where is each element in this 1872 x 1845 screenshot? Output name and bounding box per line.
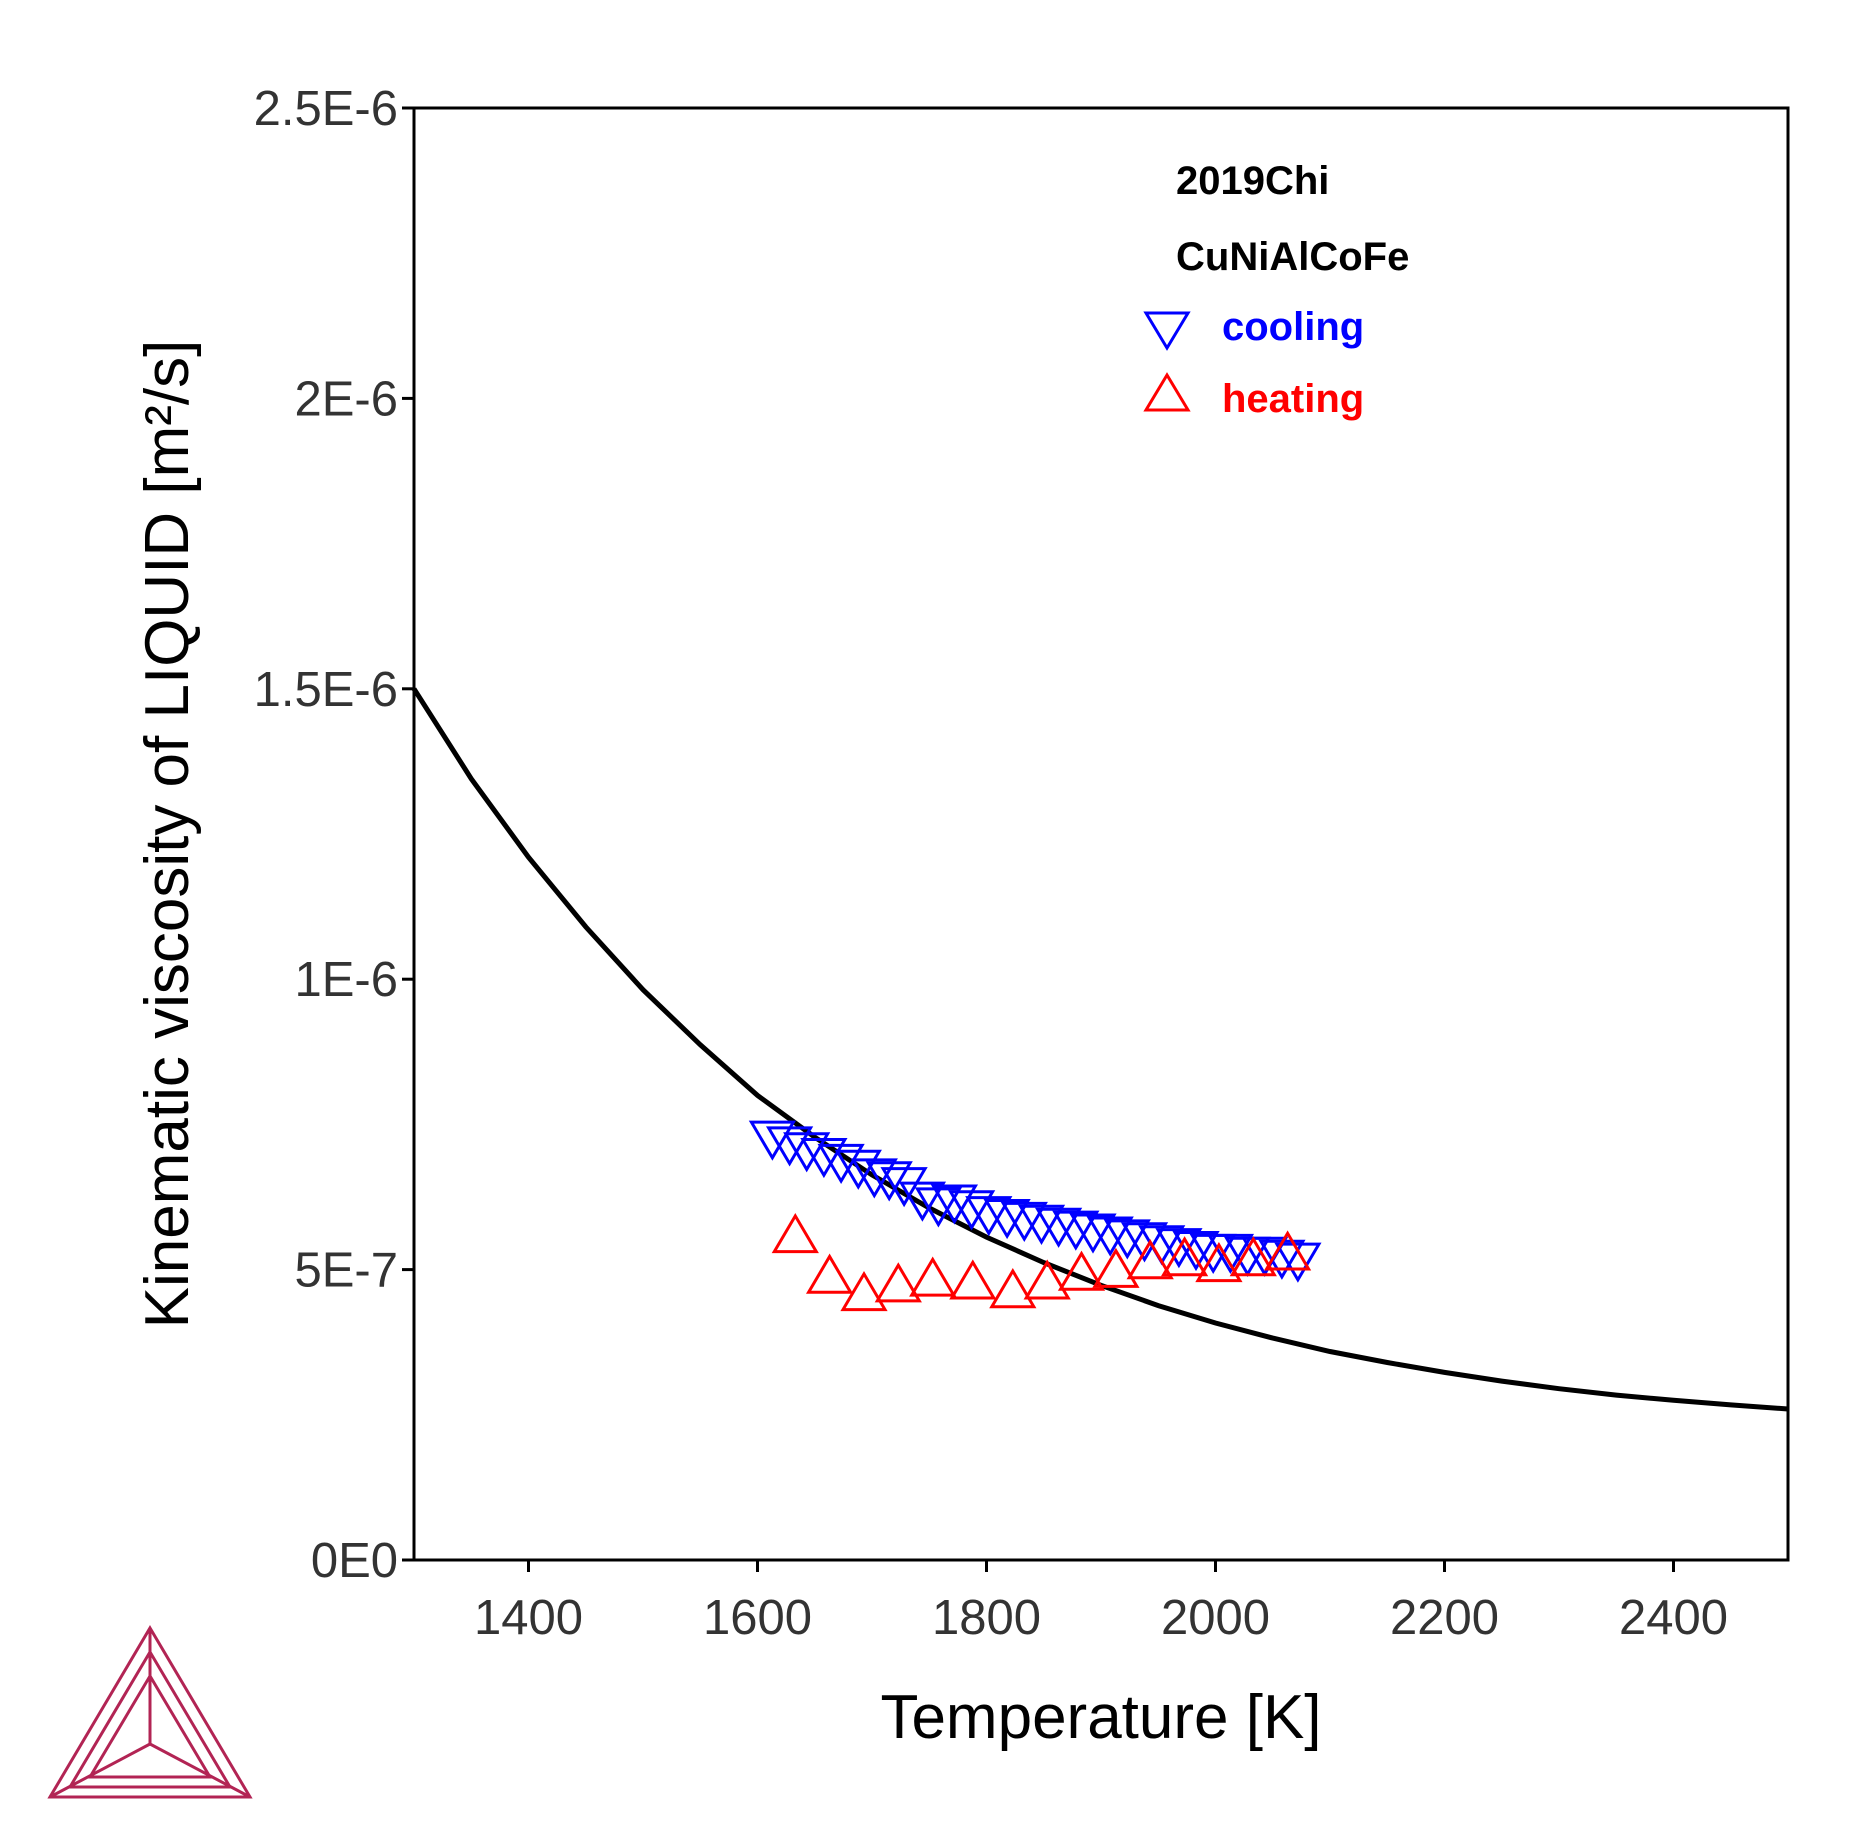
cooling-data-point xyxy=(1206,1233,1255,1275)
plot-content xyxy=(411,687,1789,1412)
y-tick-label: 5E-7 xyxy=(294,1244,398,1298)
cooling-data-point xyxy=(983,1199,1031,1240)
legend-header-system: CuNiAlCoFe xyxy=(1176,235,1409,279)
legend-heating-marker xyxy=(1143,372,1191,412)
legend: 2019Chi CuNiAlCoFe cooling heating xyxy=(1143,159,1409,421)
legend-heating-label: heating xyxy=(1222,377,1364,421)
cooling-data-point xyxy=(1120,1222,1169,1263)
heating-data-point xyxy=(1195,1241,1243,1283)
cooling-data-point xyxy=(1034,1207,1083,1248)
heating-data-point xyxy=(909,1256,957,1297)
cooling-data-point xyxy=(1052,1210,1100,1251)
y-tick-label: 1.5E-6 xyxy=(254,663,398,717)
cooling-data-point xyxy=(817,1143,865,1185)
legend-cooling-marker xyxy=(1143,311,1191,351)
thermo-calc-logo xyxy=(47,1625,253,1799)
cooling-data-point xyxy=(1103,1219,1151,1260)
heating-data-point xyxy=(1126,1239,1174,1280)
y-tick-label: 2.5E-6 xyxy=(254,82,398,136)
legend-cooling-label: cooling xyxy=(1222,305,1364,349)
heating-data-point xyxy=(805,1253,854,1294)
x-tick-label: 1600 xyxy=(703,1591,812,1645)
heating-data-point xyxy=(1160,1236,1209,1277)
cooling-data-point xyxy=(765,1126,814,1167)
y-tick-label: 0E0 xyxy=(311,1534,398,1588)
cooling-data-point xyxy=(834,1149,882,1190)
x-tick-label: 1400 xyxy=(474,1591,583,1645)
cooling-data-point xyxy=(850,1158,898,1199)
cooling-data-point xyxy=(1274,1242,1322,1283)
cooling-data-point xyxy=(748,1120,797,1161)
cooling-data-point xyxy=(1017,1204,1066,1245)
cooling-data-point xyxy=(1000,1201,1048,1243)
x-tick-label: 2000 xyxy=(1161,1591,1270,1645)
cooling-data-point xyxy=(947,1190,996,1231)
heating-data-point xyxy=(1092,1247,1140,1288)
cooling-data-point xyxy=(1086,1216,1134,1257)
heating-data-point xyxy=(1057,1250,1106,1291)
heating-data-point xyxy=(874,1262,922,1303)
x-axis: 1400 1600 1800 2000 2200 2400 xyxy=(474,1560,1728,1645)
x-tick-label: 2200 xyxy=(1390,1591,1499,1645)
legend-header-source: 2019Chi xyxy=(1176,159,1329,203)
y-tick-label: 2E-6 xyxy=(294,372,398,426)
x-tick-label: 2400 xyxy=(1619,1591,1728,1645)
cooling-data-point xyxy=(914,1187,963,1228)
cooling-data-point xyxy=(865,1161,913,1202)
heating-data-point xyxy=(949,1259,997,1300)
y-axis-title: Kinematic viscosity of LIQUID [m²/s] xyxy=(133,340,202,1329)
heating-data-point xyxy=(1023,1259,1071,1300)
y-tick-label: 1E-6 xyxy=(294,953,398,1007)
heating-data-point xyxy=(840,1270,888,1312)
heating-data-point xyxy=(1229,1236,1277,1277)
heating-data-point xyxy=(771,1212,819,1254)
cooling-data-point xyxy=(930,1184,979,1225)
x-axis-title: Temperature [K] xyxy=(880,1683,1321,1752)
y-axis: 0E0 5E-7 1E-6 1.5E-6 2E-6 2.5E-6 xyxy=(254,82,414,1588)
heating-data-point xyxy=(989,1268,1037,1309)
plot-area xyxy=(412,106,1790,1562)
cooling-data-point xyxy=(1069,1213,1117,1254)
cooling-data-point xyxy=(965,1196,1013,1237)
cooling-data-point xyxy=(783,1132,831,1173)
cooling-data-point xyxy=(1172,1231,1220,1272)
cooling-data-point xyxy=(800,1138,848,1179)
heating-data-point xyxy=(1263,1230,1312,1271)
x-tick-label: 1800 xyxy=(932,1591,1041,1645)
cooling-data-point xyxy=(898,1181,947,1222)
cooling-data-point xyxy=(880,1167,928,1208)
